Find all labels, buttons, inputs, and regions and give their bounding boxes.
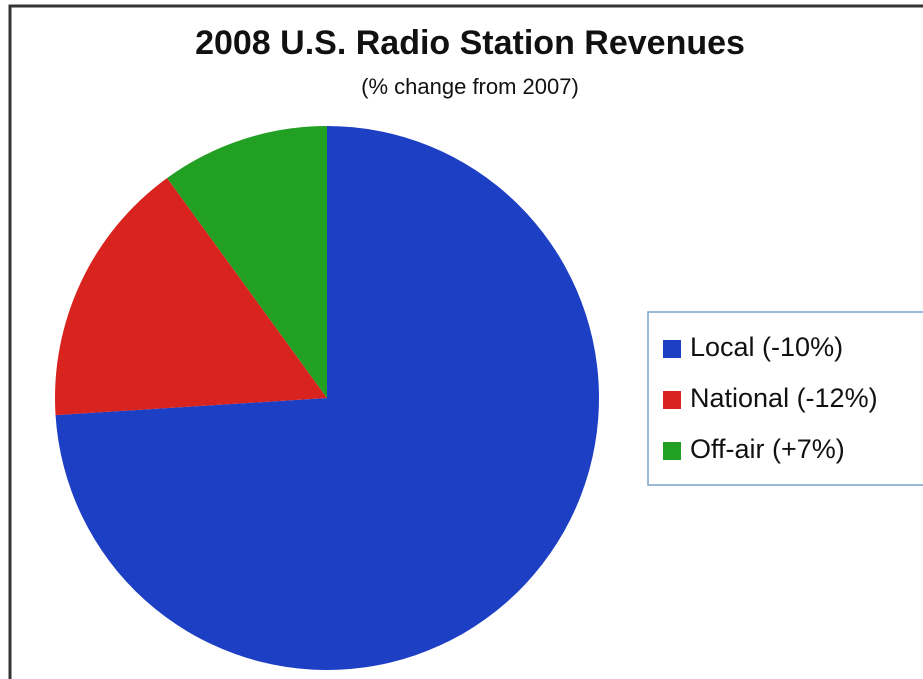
- chart-title: 2008 U.S. Radio Station Revenues: [195, 24, 745, 62]
- legend-text: Off-air (+7%): [690, 434, 845, 464]
- legend-swatch: [663, 340, 681, 358]
- legend-text: National (-12%): [690, 383, 878, 413]
- legend-swatch: [663, 442, 681, 460]
- chart-subtitle: (% change from 2007): [361, 74, 579, 99]
- legend-text: Local (-10%): [690, 332, 843, 362]
- legend-swatch: [663, 391, 681, 409]
- chart-frame: [8, 4, 923, 679]
- pie-slice: [55, 126, 600, 670]
- legend-box: [647, 311, 923, 486]
- pie-slice: [54, 177, 327, 416]
- pie-slice: [167, 125, 327, 398]
